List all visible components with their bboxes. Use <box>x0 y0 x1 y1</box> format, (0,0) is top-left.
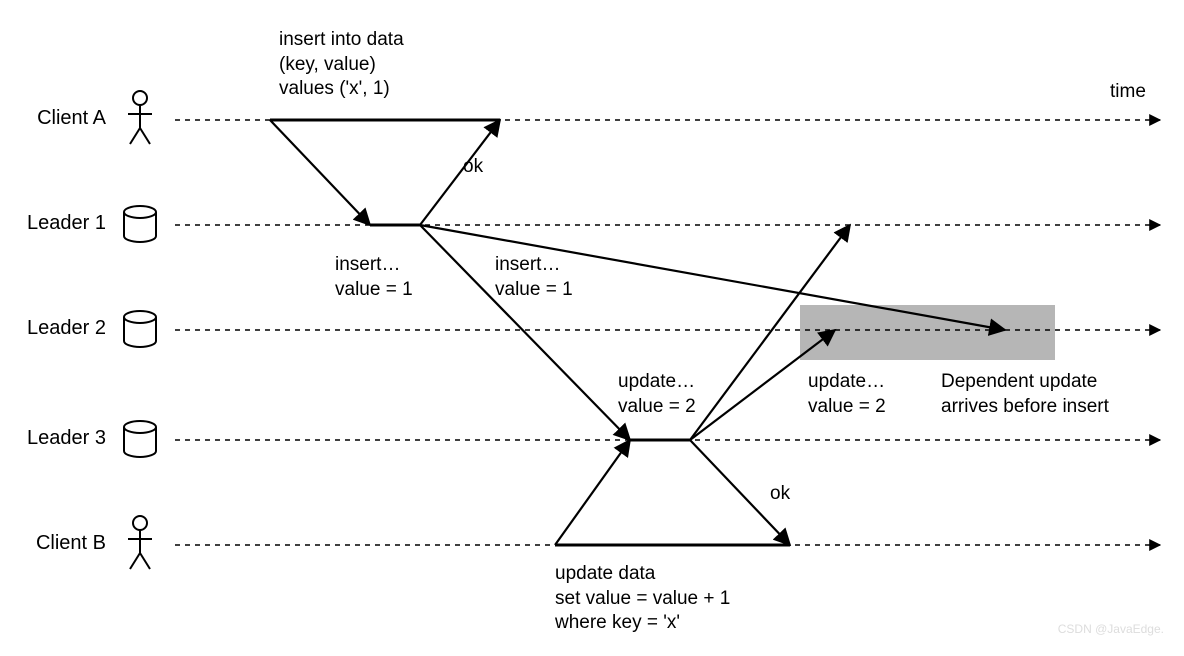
conflict-region <box>800 305 1055 360</box>
lane-label-clientA: Client A <box>16 107 106 130</box>
annotation-ok1: ok <box>463 155 483 180</box>
cylinder-icon <box>124 206 156 242</box>
lane-label-leader2: Leader 2 <box>16 317 106 340</box>
annotation-upd-v2a: update… value = 2 <box>618 370 696 419</box>
stick-figure-icon <box>128 91 152 144</box>
message-l1-to-a <box>420 120 500 225</box>
annotation-insert-sql: insert into data (key, value) values ('x… <box>279 28 404 102</box>
lane-label-clientB: Client B <box>16 532 106 555</box>
annotation-upd-v2b: update… value = 2 <box>808 370 886 419</box>
annotation-ok2: ok <box>770 482 790 507</box>
message-a-to-l1 <box>270 120 370 225</box>
time-axis-label: time <box>1110 80 1146 105</box>
sequence-diagram <box>0 0 1184 656</box>
stick-figure-icon <box>128 516 152 569</box>
lane-label-leader1: Leader 1 <box>16 212 106 235</box>
annotation-dep-upd: Dependent update arrives before insert <box>941 370 1109 419</box>
cylinder-icon <box>124 421 156 457</box>
annotation-ins-v1b: insert… value = 1 <box>495 253 573 302</box>
annotation-ins-v1a: insert… value = 1 <box>335 253 413 302</box>
cylinder-icon <box>124 311 156 347</box>
message-b-to-l3 <box>555 440 630 545</box>
lane-label-leader3: Leader 3 <box>16 427 106 450</box>
watermark: CSDN @JavaEdge. <box>1058 622 1164 636</box>
annotation-update-sql: update data set value = value + 1 where … <box>555 562 730 636</box>
